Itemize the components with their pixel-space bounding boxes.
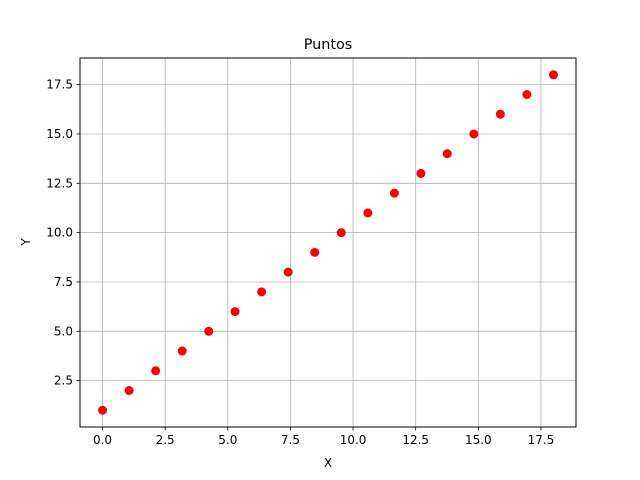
y-tick-label: 7.5 bbox=[54, 275, 73, 289]
y-tick-label: 15.0 bbox=[46, 127, 73, 141]
y-axis-ticks: 2.5 5.0 7.5 10.0 12.5 15.0 17.5 bbox=[46, 78, 80, 388]
grid-lines bbox=[80, 58, 576, 427]
data-point bbox=[177, 346, 187, 356]
data-point bbox=[336, 228, 346, 238]
data-point bbox=[442, 149, 452, 159]
y-tick-label: 5.0 bbox=[54, 324, 73, 338]
y-tick-label: 2.5 bbox=[54, 374, 73, 388]
data-point bbox=[283, 267, 293, 277]
data-point bbox=[98, 405, 108, 415]
y-axis-label: Y bbox=[19, 238, 33, 247]
y-tick-label: 17.5 bbox=[46, 78, 73, 92]
data-point bbox=[548, 70, 558, 80]
x-tick-label: 10.0 bbox=[340, 433, 367, 447]
x-axis-ticks: 0.0 2.5 5.0 7.5 10.0 12.5 15.0 17.5 bbox=[93, 427, 554, 447]
x-tick-label: 15.0 bbox=[465, 433, 492, 447]
data-points bbox=[98, 70, 558, 415]
data-point bbox=[495, 109, 505, 119]
x-tick-label: 17.5 bbox=[528, 433, 555, 447]
data-point bbox=[310, 247, 320, 257]
data-point bbox=[522, 90, 532, 100]
x-axis-label: X bbox=[324, 456, 332, 470]
chart-title: Puntos bbox=[304, 37, 353, 53]
x-tick-label: 12.5 bbox=[402, 433, 429, 447]
x-tick-label: 2.5 bbox=[156, 433, 175, 447]
data-point bbox=[124, 385, 134, 395]
data-point bbox=[363, 208, 373, 218]
y-tick-label: 10.0 bbox=[46, 226, 73, 240]
x-tick-label: 5.0 bbox=[218, 433, 237, 447]
y-tick-label: 12.5 bbox=[46, 176, 73, 190]
data-point bbox=[151, 366, 161, 376]
x-tick-label: 0.0 bbox=[93, 433, 112, 447]
x-tick-label: 7.5 bbox=[281, 433, 300, 447]
data-point bbox=[469, 129, 479, 139]
data-point bbox=[389, 188, 399, 198]
data-point bbox=[416, 168, 426, 178]
plot-frame bbox=[79, 57, 577, 428]
data-point bbox=[257, 287, 267, 297]
data-point bbox=[230, 307, 240, 317]
data-point bbox=[204, 326, 214, 336]
